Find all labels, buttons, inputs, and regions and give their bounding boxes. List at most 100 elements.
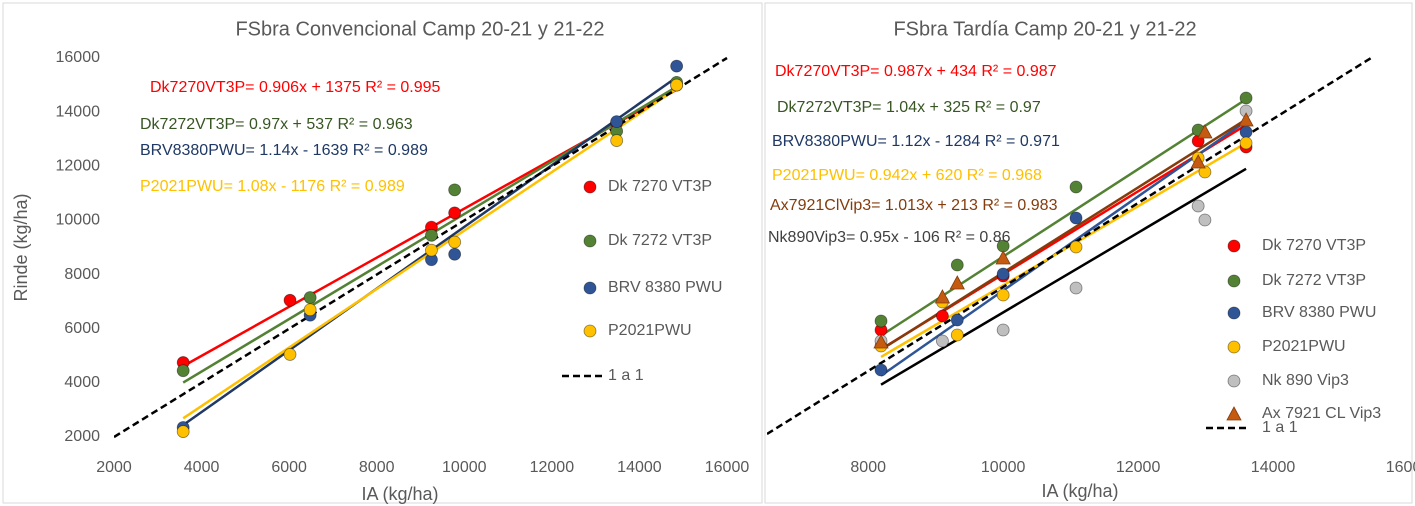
legend-label: Ax 7921 CL Vip3 — [1262, 405, 1381, 422]
panel-border — [2, 2, 763, 504]
data-point — [448, 235, 462, 249]
data-point — [1190, 154, 1206, 169]
legend-marker — [583, 180, 597, 194]
legend-label: BRV 8380 PWU — [608, 279, 722, 296]
legend-label: P2021PWU — [1262, 338, 1346, 355]
x-axis-label: IA (kg/ha) — [361, 484, 438, 504]
trend-equation: BRV8380PWU= 1.14x - 1639 R² = 0.989 — [140, 142, 428, 159]
data-point — [448, 206, 462, 220]
data-point — [949, 275, 965, 290]
x-tick-label: 12000 — [530, 459, 575, 476]
data-point — [995, 250, 1011, 265]
data-point — [1239, 125, 1253, 139]
x-tick-label: 12000 — [1116, 459, 1161, 476]
legend-marker — [1227, 306, 1241, 320]
y-tick-label: 14000 — [56, 103, 101, 120]
plot-area — [767, 57, 1372, 436]
x-tick-label: 14000 — [617, 459, 662, 476]
data-point — [1069, 180, 1083, 194]
data-point — [950, 328, 964, 342]
trend-equation: BRV8380PWU= 1.12x - 1284 R² = 0.971 — [772, 133, 1060, 150]
data-point — [425, 243, 438, 257]
trend-line — [880, 120, 1247, 377]
trend-equation: P2021PWU= 1.08x - 1176 R² = 0.989 — [140, 178, 405, 195]
trend-equation: Dk7270VT3P= 0.906x + 1375 R² = 0.995 — [150, 79, 441, 96]
data-point — [874, 314, 888, 328]
x-tick-label: 8000 — [359, 459, 395, 476]
x-tick-label: 16000 — [1386, 459, 1415, 476]
x-tick-label: 6000 — [271, 459, 307, 476]
data-point — [1198, 165, 1212, 179]
data-point — [448, 247, 462, 261]
legend-label: P2021PWU — [608, 322, 692, 339]
trend-equation: Dk7272VT3P= 1.04x + 325 R² = 0.97 — [777, 99, 1041, 116]
data-point — [283, 293, 297, 307]
data-point — [873, 334, 889, 349]
data-point — [610, 134, 624, 147]
data-point — [1069, 281, 1083, 295]
legend-label: Dk 7270 VT3P — [608, 178, 712, 195]
data-point — [283, 348, 297, 361]
legend-marker — [1227, 340, 1241, 354]
data-point — [1238, 112, 1254, 127]
y-tick-label: 4000 — [64, 374, 100, 391]
legend-label: Dk 7272 VT3P — [1262, 272, 1366, 289]
data-point — [874, 363, 888, 377]
legend-marker — [1227, 374, 1241, 388]
legend-marker — [583, 234, 597, 248]
legend-marker — [1227, 239, 1241, 253]
x-tick-label: 14000 — [1251, 459, 1296, 476]
data-point — [1191, 199, 1205, 213]
data-point — [610, 115, 624, 129]
x-tick-label: 2000 — [96, 459, 132, 476]
legend-label: 1 a 1 — [1262, 419, 1298, 436]
legend-marker — [583, 324, 597, 338]
data-point — [176, 425, 190, 438]
trend-equation: Nk890Vip3= 0.95x - 106 R² = 0.86 — [768, 229, 1011, 246]
trend-equation: Dk7272VT3P= 0.97x + 537 R² = 0.963 — [140, 116, 413, 133]
data-point — [303, 291, 317, 304]
data-point — [996, 267, 1010, 281]
x-axis-label: IA (kg/ha) — [1041, 481, 1118, 501]
x-tick-label: 4000 — [184, 459, 220, 476]
data-point — [1198, 213, 1212, 227]
y-tick-label: 10000 — [56, 212, 101, 229]
y-tick-label: 6000 — [64, 320, 100, 337]
data-point — [996, 323, 1010, 337]
legend-marker — [583, 281, 597, 295]
legend-marker — [1227, 274, 1241, 288]
data-point — [303, 303, 317, 317]
data-point — [1197, 124, 1213, 139]
plot-area — [114, 56, 728, 439]
y-axis-label: Rinde (kg/ha) — [11, 193, 31, 301]
x-tick-label: 16000 — [705, 459, 750, 476]
chart-title: FSbra Convencional Camp 20-21 y 21-22 — [235, 18, 604, 40]
data-point — [670, 78, 684, 92]
y-tick-label: 16000 — [56, 49, 101, 66]
data-point — [950, 258, 964, 272]
data-point — [1069, 240, 1083, 254]
legend-label: 1 a 1 — [608, 367, 644, 384]
data-point — [934, 289, 951, 304]
data-point — [1239, 136, 1253, 150]
legend-label: Dk 7270 VT3P — [1262, 237, 1366, 254]
panel-border — [764, 2, 1413, 504]
x-tick-label: 10000 — [981, 459, 1026, 476]
x-tick-label: 10000 — [442, 459, 487, 476]
data-point — [1069, 211, 1083, 225]
legend-label: BRV 8380 PWU — [1262, 304, 1376, 321]
reference-line — [767, 57, 1372, 436]
legend-marker — [1226, 406, 1242, 421]
trend-equation: P2021PWU= 0.942x + 620 R² = 0.968 — [772, 167, 1042, 184]
x-tick-label: 8000 — [850, 459, 886, 476]
data-point — [996, 288, 1010, 302]
chart-title: FSbra Tardía Camp 20-21 y 21-22 — [893, 18, 1196, 40]
y-tick-label: 8000 — [64, 266, 100, 283]
data-point — [1239, 91, 1253, 105]
y-tick-label: 2000 — [64, 428, 100, 445]
reference-line — [114, 56, 728, 439]
data-point — [936, 309, 949, 323]
data-point — [176, 364, 190, 378]
data-point — [950, 313, 964, 327]
